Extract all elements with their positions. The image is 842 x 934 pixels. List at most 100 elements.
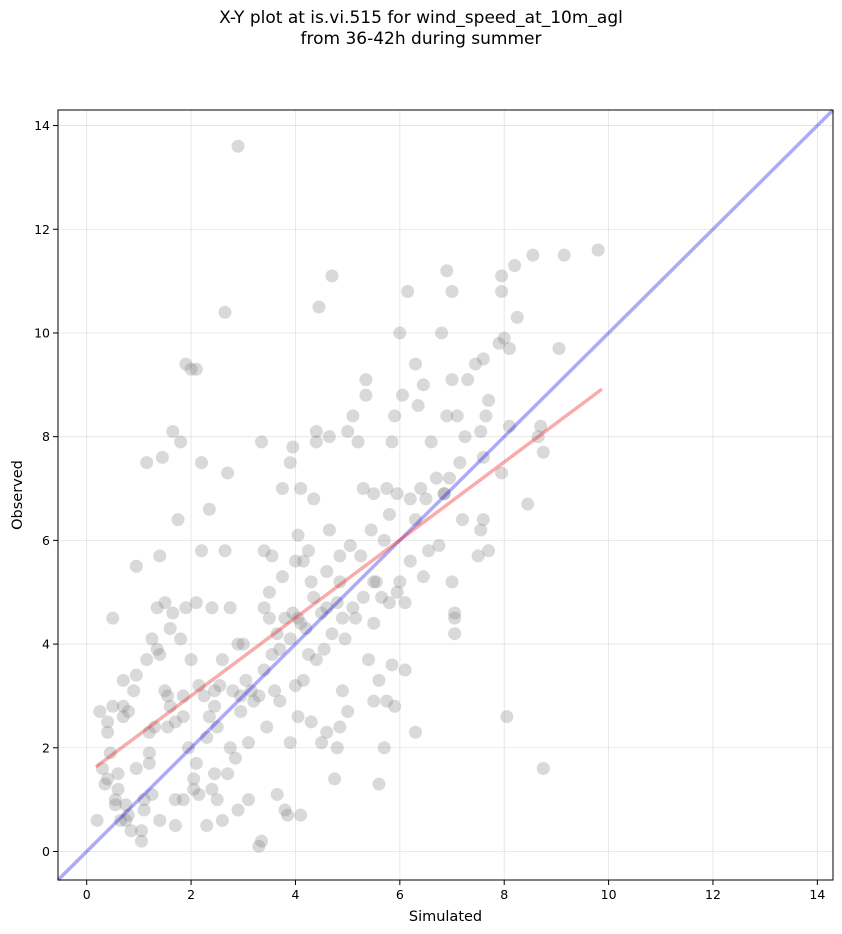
data-point [218,305,232,319]
regression-fit-line [95,388,603,768]
data-point [322,523,336,537]
data-point [275,482,289,496]
data-point [176,710,190,724]
data-point [440,409,454,423]
data-point [294,482,308,496]
data-point [119,813,133,827]
data-point [343,539,357,553]
x-tick-label: 12 [705,887,721,902]
data-point [189,756,203,770]
data-point [153,647,167,661]
data-point [333,720,347,734]
data-point [382,596,396,610]
data-point [111,767,125,781]
data-point [372,673,386,687]
data-point [474,424,488,438]
data-point [262,611,276,625]
chart-title-line-2: from 36-42h during summer [300,29,542,49]
x-axis-label: Simulated [409,909,482,925]
data-point [372,777,386,791]
data-point [205,601,219,615]
data-point [150,601,164,615]
data-point [469,357,483,371]
data-point [171,513,185,527]
data-point [294,616,308,630]
data-point [476,450,490,464]
data-point [127,684,141,698]
data-point [328,772,342,786]
data-point [315,606,329,620]
data-point [262,585,276,599]
data-point [158,684,172,698]
data-point [367,487,381,501]
data-point [116,699,130,713]
data-point [108,798,122,812]
data-point [445,373,459,387]
data-point [231,139,245,153]
data-point [382,507,396,521]
data-point [325,627,339,641]
data-point [395,388,409,402]
data-point [333,549,347,563]
data-point [200,819,214,833]
data-point [495,466,509,480]
data-point [195,456,209,470]
x-axis-ticks: 0 2 4 6 8 10 12 14 [83,880,825,902]
x-tick-label: 2 [187,887,195,902]
data-point [181,741,195,755]
data-point [390,487,404,501]
data-point [161,689,175,703]
data-point [257,601,271,615]
data-point [158,596,172,610]
data-point [482,544,496,558]
data-point [471,549,485,563]
data-point [197,689,211,703]
data-point [380,482,394,496]
data-point [307,590,321,604]
data-point [492,336,506,350]
data-point [330,741,344,755]
data-point [215,653,229,667]
data-point [317,642,331,656]
data-point [416,378,430,392]
x-tick-label: 6 [396,887,404,902]
data-point [255,435,269,449]
data-point [187,782,201,796]
data-point [257,663,271,677]
data-point [403,492,417,506]
data-point [296,554,310,568]
data-point [453,456,467,470]
data-point [309,424,323,438]
data-point [333,575,347,589]
data-point [401,284,415,298]
data-point [312,300,326,314]
data-point [286,440,300,454]
data-point [268,684,282,698]
data-point [121,704,135,718]
data-point [346,409,360,423]
data-point [241,736,255,750]
data-point [304,575,318,589]
data-point [208,767,222,781]
data-point [320,601,334,615]
data-point [445,284,459,298]
data-point [189,362,203,376]
data-point [393,326,407,340]
data-point [367,575,381,589]
data-point [239,673,253,687]
data-point [142,725,156,739]
data-point [119,798,133,812]
data-point [278,803,292,817]
data-point [322,430,336,444]
data-point [288,679,302,693]
grid-lines [58,110,833,880]
data-point [255,834,269,848]
data-point [148,720,162,734]
data-point [474,523,488,537]
data-point [260,720,274,734]
data-point [163,622,177,636]
data-point [241,793,255,807]
data-point [135,824,149,838]
data-point [195,544,209,558]
